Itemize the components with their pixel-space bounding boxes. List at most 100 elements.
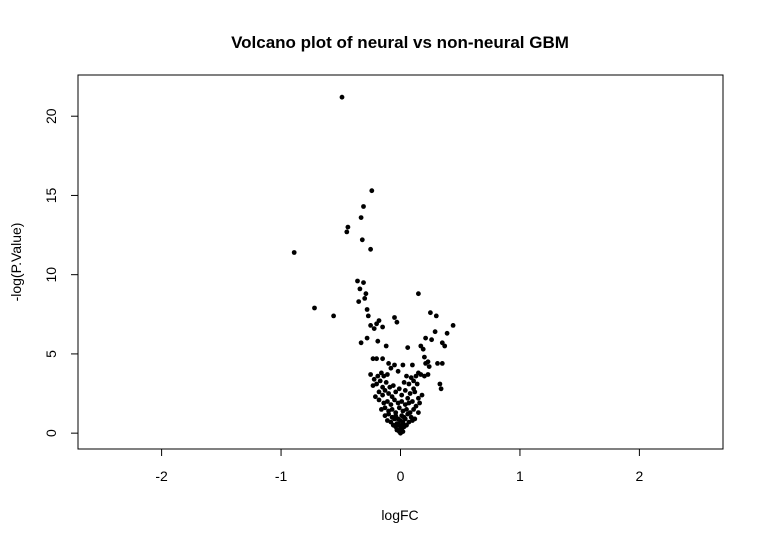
data-point [405, 395, 411, 401]
data-point [380, 324, 385, 330]
data-point [396, 405, 402, 411]
data-point [339, 94, 345, 100]
data-point [399, 392, 405, 398]
data-point [375, 338, 381, 344]
x-tick-label: 0 [397, 468, 405, 484]
data-point [404, 373, 409, 379]
y-tick-label: 15 [43, 187, 59, 203]
data-point [382, 405, 388, 411]
data-point [365, 313, 371, 319]
data-point [414, 381, 420, 387]
data-point [392, 362, 397, 368]
data-point [392, 315, 397, 320]
data-point [407, 391, 413, 396]
data-point [416, 395, 421, 401]
data-point [376, 397, 382, 403]
x-axis-label: logFC [381, 507, 418, 523]
data-point [450, 323, 456, 328]
data-point [357, 286, 363, 292]
data-point [374, 381, 379, 387]
data-point [404, 407, 409, 412]
y-axis-label: -log(P.Value) [8, 223, 24, 302]
data-point [406, 381, 412, 387]
data-point [416, 410, 421, 415]
data-point [362, 296, 368, 301]
data-point [400, 421, 406, 426]
data-point [369, 188, 375, 194]
data-point [385, 372, 390, 377]
data-point [370, 383, 376, 388]
data-point [419, 392, 425, 398]
data-point [387, 384, 393, 390]
data-point [410, 362, 415, 368]
data-point [374, 356, 379, 362]
data-point [358, 215, 364, 221]
data-point [371, 376, 377, 382]
x-tick-label: 2 [635, 468, 643, 484]
data-point [437, 381, 443, 387]
data-point [380, 384, 385, 390]
data-point [400, 362, 406, 368]
data-point [428, 310, 433, 316]
data-point [400, 408, 406, 414]
data-point [402, 416, 408, 422]
data-point [291, 250, 297, 255]
data-point [381, 373, 387, 379]
data-point [392, 416, 397, 422]
data-point [402, 402, 408, 407]
x-tick-label: -2 [155, 468, 168, 484]
data-point [439, 361, 445, 366]
data-point [442, 343, 448, 349]
data-point [386, 391, 391, 396]
data-point [392, 397, 397, 403]
data-point [404, 422, 409, 428]
x-axis: -2 -1 0 1 2 [155, 448, 643, 484]
data-point [377, 378, 383, 384]
data-point [438, 386, 444, 392]
y-tick-label: 5 [43, 350, 59, 358]
data-point [416, 291, 421, 297]
data-point [312, 305, 317, 311]
data-point [344, 229, 350, 235]
data-point [385, 399, 390, 404]
data-point [395, 400, 401, 406]
data-point [402, 388, 408, 393]
data-point [371, 326, 377, 331]
data-point [411, 407, 416, 412]
data-point [395, 421, 401, 426]
data-point [374, 321, 379, 327]
data-point [355, 278, 360, 284]
data-point [331, 313, 336, 319]
data-point [420, 346, 426, 352]
data-point [376, 389, 382, 395]
data-point [396, 386, 402, 392]
data-point [418, 372, 424, 377]
data-point [411, 386, 416, 392]
data-point [422, 373, 427, 379]
data-point [380, 392, 385, 398]
data-point [398, 430, 403, 436]
data-point [383, 380, 389, 385]
plot-area-frame [77, 74, 724, 450]
data-point [393, 389, 399, 395]
data-point [395, 368, 401, 374]
data-point [381, 400, 387, 406]
data-point [359, 237, 365, 243]
data-point [388, 402, 394, 407]
chart-title: Volcano plot of neural vs non-neural GBM [231, 33, 569, 52]
x-tick-label: -1 [275, 468, 288, 484]
data-point [363, 291, 369, 297]
data-point [386, 361, 391, 366]
data-point [370, 356, 376, 362]
data-point [425, 372, 431, 377]
data-point [405, 345, 411, 350]
data-point [368, 323, 373, 328]
data-point [375, 373, 381, 379]
y-tick-label: 0 [43, 429, 59, 437]
data-point [435, 361, 440, 366]
data-point [432, 329, 438, 335]
data-point [373, 394, 378, 400]
data-point [433, 313, 439, 319]
data-point [429, 337, 434, 343]
